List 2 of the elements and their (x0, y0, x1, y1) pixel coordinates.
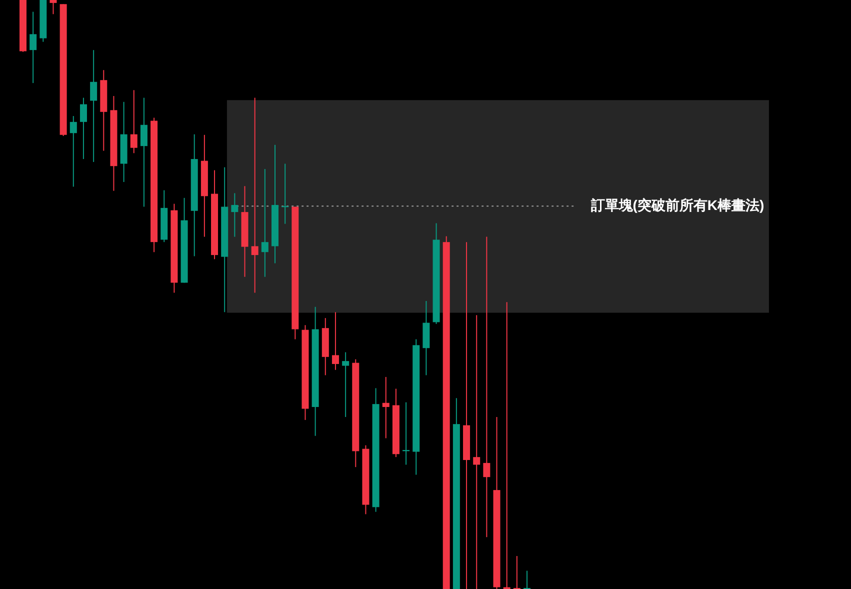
ref-line-label: 訂單塊(突破前所有K棒畫法) (590, 196, 764, 213)
ref-line: 訂單塊(突破前所有K棒畫法) (236, 196, 764, 213)
